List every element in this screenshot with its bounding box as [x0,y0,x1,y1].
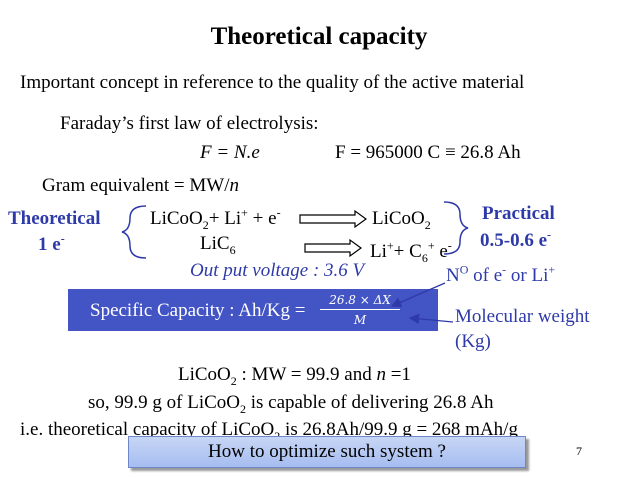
sup-run: - [502,262,507,277]
text-run: is capable of delivering 26.8 Ah [246,392,494,413]
sub-run: 2 [202,217,209,232]
text-run: 1 e [38,234,61,255]
page-number: 7 [576,444,582,458]
text-run: Gram equivalent = MW/ [42,175,230,196]
text-run: (Kg) [455,331,491,352]
text-run: e [434,241,448,262]
arrow [304,238,363,258]
sup-run: + [241,205,248,220]
text-run: F = 965000 C ≡ 26.8 Ah [335,142,521,163]
text-run: + C [393,241,422,262]
theoretical-label: Theoretical [8,208,101,230]
text-run: 0.5-0.6 e [480,230,548,251]
sup-run: - [547,227,552,242]
annotation: (Kg) [455,331,491,353]
title: Theoretical capacity [210,23,428,50]
text-run: =1 [385,364,411,385]
annotation: Molecular weight [455,306,590,328]
text-run: Li [370,241,387,262]
brace [121,205,147,259]
sub-run: 2 [240,401,246,416]
text-run: + Li [208,208,242,229]
arrow [299,209,368,229]
sub-run: 2 [230,373,237,388]
specific-capacity: Specific Capacity : Ah/Kg = [90,300,305,322]
denominator: M [353,313,367,327]
sup-run: + [548,262,556,277]
em-run: F = N.e [200,142,260,163]
sup-run: - [447,238,452,253]
text-run: of e [468,265,503,286]
text-run: Important concept in reference to the qu… [20,72,525,93]
reaction-right: Li++ C6+ e- [370,238,452,265]
text-run: : MW = 99.9 and [236,364,377,385]
fraction: 26.8 × ΔX M [320,289,400,327]
faraday-equation: F = N.e [200,142,260,164]
em-run: n [229,175,239,196]
pointer [390,282,446,308]
sup-run: O [459,262,469,277]
text-run: Specific Capacity : Ah/Kg = [90,300,306,321]
text-run: Theoretical [8,208,101,229]
em-run: Out put voltage : 3.6 V [190,260,365,281]
text-run: LiCoO [150,208,203,229]
text-run: is 26.8Ah/99.9 g = 268 mAh/g [280,419,518,440]
text-run: LiCoO [372,208,425,229]
sup-run: - [276,205,281,220]
ie-line: i.e. theoretical capacity of LiCoO2 is 2… [20,419,518,443]
mw-line: LiCoO2 : MW = 99.9 and n =1 [178,364,411,388]
text-run: N [446,265,460,286]
reaction-left: LiC6 [200,233,236,257]
text-run: LiCoO [178,364,231,385]
intro: Important concept in reference to the qu… [20,72,524,94]
annotation: NO of e- or Li+ [446,262,556,287]
theoretical-electrons: 1 e- [38,231,65,256]
text-run: or Li [506,265,549,286]
text-run: Molecular weight [455,306,590,327]
text-run: Practical [482,203,555,224]
button[interactable]: How to optimize such system ? [128,436,526,468]
faraday-law: Faraday’s first law of electrolysis: [60,113,319,135]
em-run: n [376,364,386,385]
practical-electrons: 0.5-0.6 e- [480,227,552,252]
brace [443,201,469,255]
reaction-right: LiCoO2 [372,208,431,232]
text-run: + e [247,208,277,229]
pointer [408,313,454,325]
output-voltage: Out put voltage : 3.6 V [190,260,364,282]
reaction-left: LiCoO2+ Li+ + e- [150,205,281,232]
sub-run: 2 [274,429,280,443]
text-run: i.e. theoretical capacity of LiCoO [20,419,275,440]
so-line: so, 99.9 g of LiCoO2 is capable of deliv… [88,392,494,416]
numerator: 26.8 × ΔX [320,289,400,310]
practical-label: Practical [482,203,555,225]
text-run: Faraday’s first law of electrolysis: [60,113,319,134]
sup-run: + [386,238,394,253]
sup-run: - [60,231,65,246]
text-run: LiC [200,233,230,254]
faraday-value: F = 965000 C ≡ 26.8 Ah [335,142,521,164]
gram-equivalent: Gram equivalent = MW/n [42,175,239,197]
specific-capacity-box [68,289,438,331]
sub-run: 6 [421,250,428,265]
sup-run: + [427,238,435,253]
sub-run: 6 [229,242,236,257]
sub-run: 2 [424,217,431,232]
text-run: so, 99.9 g of LiCoO [88,392,240,413]
